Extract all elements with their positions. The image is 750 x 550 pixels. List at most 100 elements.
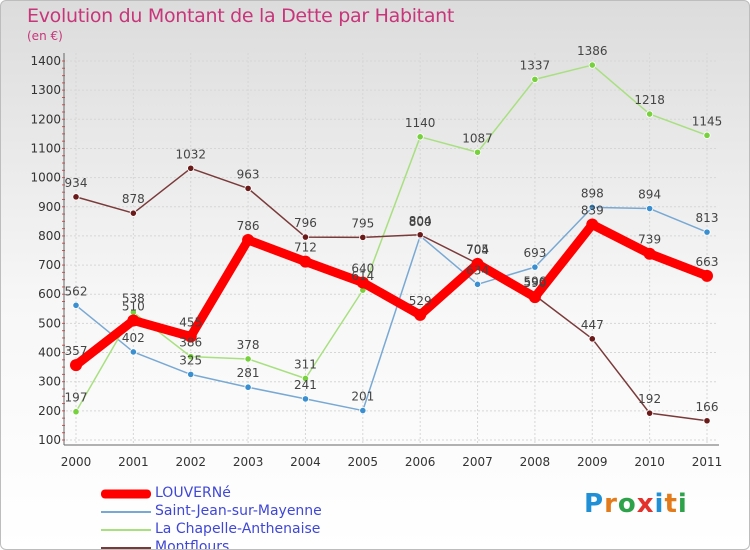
data-label: 640 — [351, 262, 374, 276]
data-point — [127, 314, 140, 327]
chart-subtitle: (en €) — [27, 29, 63, 43]
x-tick-label: 2002 — [175, 455, 206, 469]
logo-letter: i — [654, 489, 665, 519]
data-label: 934 — [65, 176, 88, 190]
data-point — [414, 308, 427, 321]
data-label: 878 — [122, 192, 145, 206]
y-tick-label: 1000 — [30, 171, 61, 185]
series-line — [75, 206, 708, 412]
data-point — [588, 203, 596, 211]
data-label: 813 — [696, 211, 719, 225]
data-point — [129, 209, 137, 217]
logo-letter: i — [677, 489, 688, 519]
data-label: 192 — [638, 392, 661, 406]
y-tick-label: 1300 — [30, 83, 61, 97]
data-point — [187, 353, 195, 361]
data-point — [72, 193, 80, 201]
y-tick-label: 1100 — [30, 141, 61, 155]
data-label: 786 — [237, 219, 260, 233]
data-point — [416, 133, 424, 141]
data-label: 325 — [179, 353, 202, 367]
legend-swatch — [101, 529, 151, 531]
data-point — [187, 164, 195, 172]
data-point — [703, 131, 711, 139]
data-point — [299, 255, 312, 268]
data-point — [187, 370, 195, 379]
data-point — [301, 395, 310, 403]
data-label: 1218 — [634, 93, 665, 107]
data-point — [416, 231, 424, 239]
data-label: 1337 — [520, 58, 551, 72]
data-point — [244, 383, 252, 391]
data-point — [646, 204, 654, 213]
legend-label: Montflours — [155, 539, 230, 550]
y-tick-label: 1200 — [30, 112, 61, 126]
data-point — [703, 228, 711, 236]
y-tick-label: 200 — [38, 404, 61, 418]
series-line — [75, 64, 708, 413]
logo-letter: o — [617, 489, 637, 519]
x-tick-label: 2006 — [405, 455, 436, 469]
data-label: 402 — [122, 331, 145, 345]
data-label: 201 — [351, 390, 374, 404]
y-tick-label: 400 — [38, 346, 61, 360]
data-point — [301, 374, 310, 383]
logo-letter: x — [636, 489, 655, 519]
series-line — [75, 167, 708, 422]
data-label: 529 — [409, 294, 432, 308]
x-tick-label: 2011 — [692, 455, 723, 469]
data-label: 510 — [122, 299, 145, 313]
data-point — [528, 291, 541, 304]
data-label: 712 — [294, 241, 317, 255]
data-label: 739 — [638, 233, 661, 247]
data-label: 634 — [466, 263, 489, 277]
grid — [66, 53, 717, 445]
x-tick-label: 2009 — [577, 455, 608, 469]
data-point — [588, 61, 596, 69]
data-label: 378 — [237, 338, 260, 352]
data-label: 693 — [523, 246, 546, 260]
data-point — [244, 184, 252, 193]
data-point — [531, 263, 539, 271]
data-label: 241 — [294, 378, 317, 392]
data-label: 963 — [237, 167, 260, 181]
legend-label: LOUVERNé — [155, 485, 231, 501]
series-0 — [70, 218, 713, 372]
x-tick-label: 2003 — [233, 455, 264, 469]
data-label: 898 — [581, 186, 604, 200]
x-tick-label: 2010 — [634, 455, 665, 469]
data-label: 590 — [523, 276, 546, 290]
x-tick-label: 2008 — [520, 455, 551, 469]
y-tick-label: 800 — [38, 229, 61, 243]
data-label: 197 — [65, 391, 88, 405]
series-2 — [72, 61, 711, 416]
data-label: 894 — [638, 188, 661, 202]
logo-letter: r — [604, 489, 618, 519]
y-tick-label: 300 — [38, 375, 61, 389]
data-label: 704 — [466, 243, 489, 257]
data-point — [471, 257, 484, 270]
legend-swatch — [101, 547, 151, 549]
data-point — [701, 269, 713, 282]
data-point — [586, 218, 599, 231]
proxiti-logo: Proxiti — [584, 489, 688, 519]
data-point — [473, 280, 482, 288]
logo-letter: P — [584, 489, 605, 519]
axes: 100 200 300 400 500 600 700 800 900 1000 1100 1200 1… — [30, 53, 722, 469]
data-point — [356, 276, 369, 289]
data-point — [646, 110, 654, 118]
x-tick-label: 2005 — [348, 455, 379, 469]
x-tick-label: 2000 — [61, 455, 92, 469]
data-label: 1140 — [405, 116, 436, 130]
logo-letter: t — [664, 489, 678, 519]
data-point — [359, 233, 367, 241]
data-label: 705 — [466, 243, 489, 257]
series-group — [70, 61, 713, 425]
data-point — [588, 335, 596, 343]
data-label: 357 — [65, 344, 88, 358]
data-point — [129, 348, 137, 356]
y-tick-label: 600 — [38, 287, 61, 301]
data-label: 839 — [581, 204, 604, 218]
